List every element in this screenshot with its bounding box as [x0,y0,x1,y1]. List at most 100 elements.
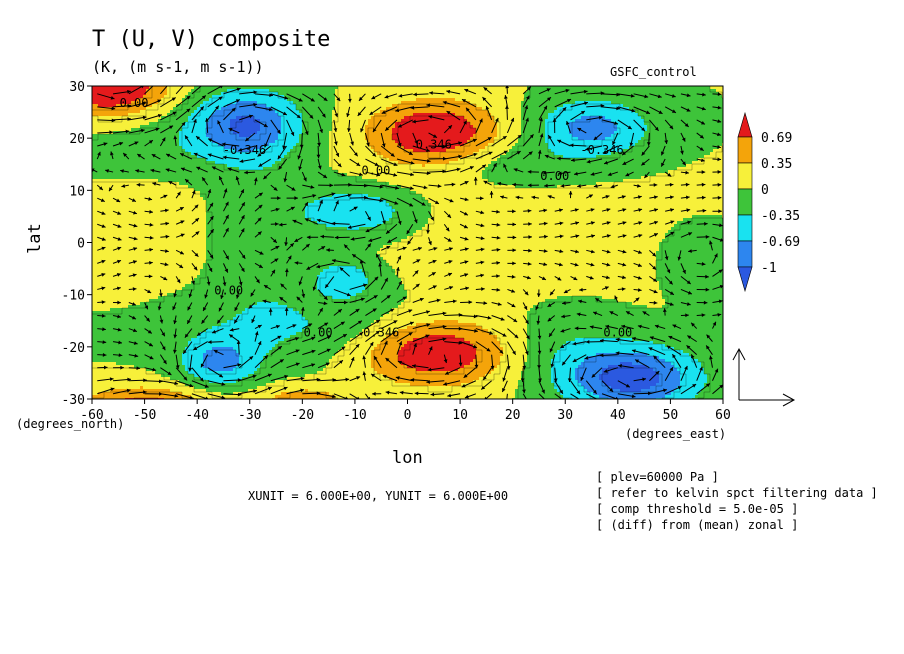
field-cell [461,149,465,153]
field-cell [197,131,201,135]
field-cell [302,101,306,105]
field-cell [146,86,150,90]
field-cell [314,101,318,105]
field-cell [437,128,441,132]
field-cell [575,131,579,135]
field-cell [332,98,336,102]
field-cell [503,131,507,135]
field-cell [530,125,534,129]
field-cell [194,86,198,90]
field-cell [575,89,579,93]
field-cell [200,104,204,108]
field-cell [302,152,306,156]
field-cell [524,143,528,147]
field-cell [470,98,474,102]
field-cell [212,116,216,120]
field-cell [353,107,357,111]
field-cell [566,95,570,99]
field-cell [275,113,279,117]
field-cell [647,110,651,114]
field-cell [110,137,114,141]
field-cell [656,152,660,156]
field-cell [608,143,612,147]
field-cell [716,107,720,111]
field-cell [374,101,378,105]
field-cell [641,89,645,93]
field-cell [233,101,237,105]
field-cell [710,128,714,132]
field-cell [413,104,417,108]
field-cell [689,146,693,150]
field-cell [500,110,504,114]
field-cell [437,149,441,153]
field-cell [269,122,273,126]
field-cell [590,86,594,90]
field-cell [485,104,489,108]
field-cell [569,110,573,114]
field-cell [215,137,219,141]
field-cell [278,104,282,108]
field-cell [548,134,552,138]
field-cell [347,143,351,147]
field-cell [278,128,282,132]
field-cell [122,146,126,150]
field-cell [614,149,618,153]
field-cell [119,116,123,120]
field-cell [584,92,588,96]
field-cell [242,134,246,138]
field-cell [506,101,510,105]
field-cell [701,146,705,150]
field-cell [653,146,657,150]
field-cell [638,119,642,123]
field-cell [353,86,357,90]
field-cell [665,149,669,153]
field-cell [491,119,495,123]
field-cell [428,152,432,156]
field-cell [371,101,375,105]
field-cell [467,131,471,135]
field-cell [311,134,315,138]
field-cell [290,128,294,132]
field-cell [542,134,546,138]
field-cell [581,101,585,105]
field-cell [272,146,276,150]
field-cell [98,143,102,147]
field-cell [398,86,402,90]
field-cell [428,137,432,141]
field-cell [149,131,153,135]
field-cell [95,155,99,159]
field-cell [659,101,663,105]
field-cell [707,104,711,108]
field-cell [200,152,204,156]
field-cell [626,137,630,141]
field-cell [266,140,270,144]
field-cell [380,119,384,123]
field-cell [209,113,213,117]
field-cell [182,98,186,102]
field-cell [383,125,387,129]
field-cell [191,134,195,138]
field-cell [197,143,201,147]
field-cell [353,110,357,114]
field-cell [182,143,186,147]
field-cell [359,89,363,93]
field-cell [668,89,672,93]
field-cell [542,95,546,99]
field-cell [275,134,279,138]
field-cell [713,143,717,147]
field-cell [284,98,288,102]
field-cell [662,116,666,120]
field-cell [155,149,159,153]
field-cell [515,92,519,96]
field-cell [671,146,675,150]
field-cell [488,143,492,147]
field-cell [623,119,627,123]
field-cell [530,149,534,153]
field-cell [350,89,354,93]
field-cell [179,131,183,135]
field-cell [239,128,243,132]
field-cell [221,125,225,129]
field-cell [482,116,486,120]
field-cell [143,152,147,156]
field-cell [188,98,192,102]
